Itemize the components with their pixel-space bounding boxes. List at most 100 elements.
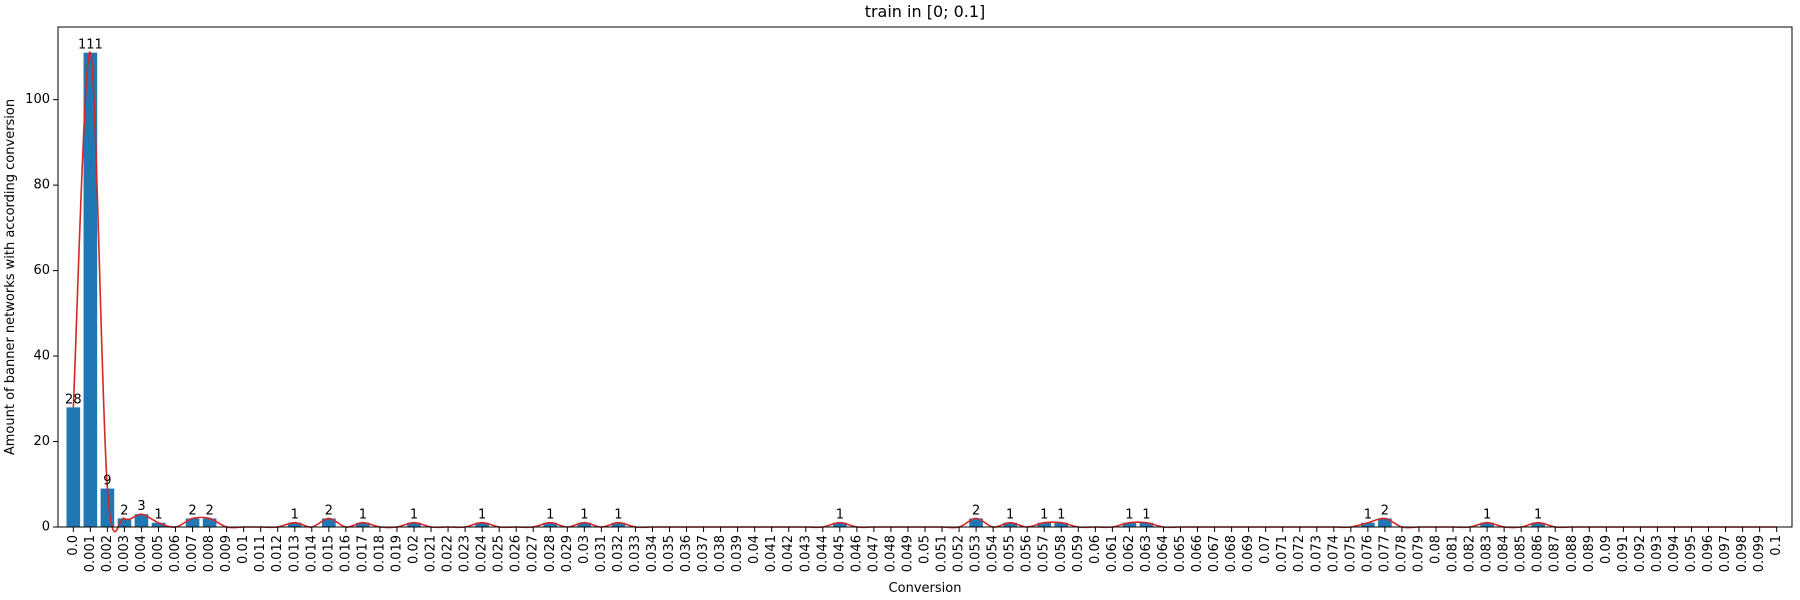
x-tick-label-0.079: 0.079 [1411,535,1426,572]
x-tick-label-0.027: 0.027 [526,535,541,572]
x-tick-label-0.086: 0.086 [1531,535,1546,572]
x-tick-label-0.043: 0.043 [798,535,813,572]
x-tick-label-0.035: 0.035 [662,535,677,572]
x-tick-label-0.018: 0.018 [372,535,387,572]
data-label-0.057: 1 [1040,508,1048,523]
x-tick-label-0.023: 0.023 [458,535,473,572]
x-tick-label-0.024: 0.024 [475,535,490,572]
x-tick-label-0.081: 0.081 [1446,535,1461,572]
data-label-0.077: 2 [1381,503,1389,518]
y-axis: 0 20 40 60 80 100 [25,92,58,535]
x-tick-label-0.099: 0.099 [1752,535,1767,572]
bar-0.076 [1361,522,1375,527]
x-tick-label-0.034: 0.034 [645,535,660,572]
x-tick-label-0.048: 0.048 [883,535,898,572]
data-label-0.083: 1 [1483,508,1491,523]
x-tick-label-0.064: 0.064 [1156,535,1171,572]
data-label-0.008: 2 [205,503,213,518]
data-label-0.001: 111 [78,38,103,53]
x-tick-label-0.04: 0.04 [747,535,762,564]
x-tick-label-0.063: 0.063 [1139,535,1154,572]
y-tick-label-100: 100 [25,92,50,107]
x-axis: 0.0 0.001 0.002 0.003 0.004 0.005 0.006 0.007 0.… [66,527,1784,572]
x-tick-label-0.093: 0.093 [1650,535,1665,572]
x-tick-label-0.054: 0.054 [986,535,1001,572]
y-tick-label-20: 20 [33,434,50,449]
x-tick-label-0.066: 0.066 [1190,535,1205,572]
data-label-0.058: 1 [1057,508,1065,523]
x-tick-label-0.007: 0.007 [185,535,200,572]
data-label-0.03: 1 [580,508,588,523]
bar-0.008 [202,518,217,527]
bar-0.032 [611,522,626,527]
data-label-0.055: 1 [1006,508,1014,523]
x-tick-label-0.029: 0.029 [560,535,575,572]
x-tick-label-0.047: 0.047 [866,535,881,572]
x-tick-label-0.004: 0.004 [134,535,149,572]
bar-0.02 [407,522,421,527]
bar-0.015 [322,518,336,527]
bar-0.055 [1003,522,1017,527]
chart-title: train in [0; 0.1] [865,2,986,21]
x-tick-label-0.001: 0.001 [83,535,98,572]
x-tick-label-0.055: 0.055 [1003,535,1018,572]
data-label-0.053: 2 [972,503,980,518]
x-tick-label-0.06: 0.06 [1088,535,1103,564]
x-tick-label-0.068: 0.068 [1224,535,1239,572]
x-tick-label-0.038: 0.038 [713,535,728,572]
x-tick-label-0.036: 0.036 [679,535,694,572]
x-tick-label-0.053: 0.053 [969,535,984,572]
x-tick-label-0.084: 0.084 [1497,535,1512,572]
x-tick-label-0.071: 0.071 [1275,535,1290,572]
x-tick-label-0.041: 0.041 [764,535,779,572]
bar-0.063 [1139,522,1154,527]
x-tick-label-0.042: 0.042 [781,535,796,572]
x-tick-label-0.026: 0.026 [509,535,524,572]
bar-0.045 [833,522,847,527]
x-tick-label-0.082: 0.082 [1463,535,1478,572]
data-label-0.063: 1 [1142,508,1150,523]
data-label-0.062: 1 [1125,508,1133,523]
data-label-0.076: 1 [1364,508,1372,523]
x-tick-label-0.058: 0.058 [1054,535,1069,572]
x-tick-label-0.083: 0.083 [1480,535,1495,572]
x-tick-label-0.072: 0.072 [1292,535,1307,572]
x-tick-label-0.078: 0.078 [1394,535,1409,572]
y-axis-label: Amount of banner networks with according… [3,99,18,455]
x-tick-label-0.057: 0.057 [1037,535,1052,572]
x-tick-label-0.087: 0.087 [1548,535,1563,572]
x-tick-label-0.002: 0.002 [100,535,115,572]
bar-0.003 [117,518,132,527]
x-tick-label-0.094: 0.094 [1667,535,1682,572]
data-label-0.017: 1 [359,508,367,523]
x-tick-label-0.095: 0.095 [1684,535,1699,572]
x-tick-label-0.08: 0.08 [1429,535,1444,564]
data-label-0.028: 1 [546,508,554,523]
x-tick-label-0.013: 0.013 [287,535,302,572]
data-label-0.003: 2 [120,503,128,518]
x-tick-label-0.014: 0.014 [304,535,319,572]
trend-line [72,51,1777,533]
x-tick-label-0.089: 0.089 [1582,535,1597,572]
bar-0.024 [475,522,489,527]
y-tick-label-0: 0 [42,520,50,535]
x-tick-label-0.011: 0.011 [253,535,268,572]
x-tick-label-0.039: 0.039 [730,535,745,572]
x-tick-label-0.074: 0.074 [1326,535,1341,572]
bar-0.013 [287,522,302,527]
bar-0.017 [356,522,370,527]
trend-line-layer [72,51,1777,533]
x-tick-label-0.067: 0.067 [1207,535,1222,572]
x-tick-label-0.003: 0.003 [117,535,132,572]
bar-0.057 [1037,522,1052,527]
x-tick-label-0.021: 0.021 [424,535,439,572]
x-tick-label-0.091: 0.091 [1616,535,1631,572]
bar-0.086 [1531,522,1546,527]
x-tick-label-0.028: 0.028 [543,535,558,572]
x-tick-label-0.092: 0.092 [1633,535,1648,572]
y-tick-label-40: 40 [33,349,50,364]
bar-0.053 [969,518,983,527]
data-label-0.045: 1 [836,508,844,523]
y-tick-label-60: 60 [33,263,50,278]
